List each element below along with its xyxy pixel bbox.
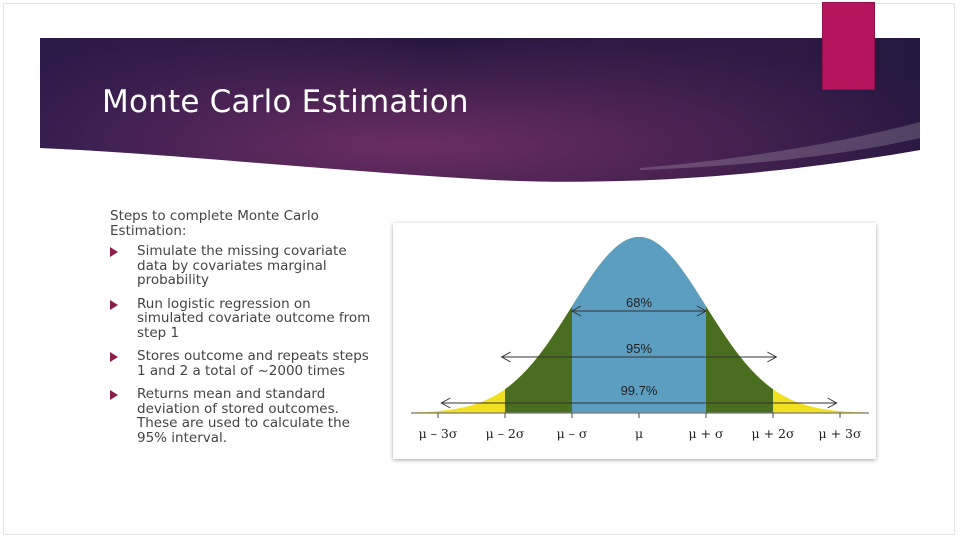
list-item: Stores outcome and repeats steps 1 and 2… bbox=[110, 349, 372, 378]
slide-frame bbox=[3, 3, 955, 535]
tick-label: μ + σ bbox=[688, 426, 724, 441]
arrow-head-left-icon bbox=[500, 351, 511, 363]
steps-text-block: Steps to complete Monte Carlo Estimation… bbox=[110, 209, 372, 454]
arrow-head-left-icon bbox=[440, 397, 451, 409]
tick-label: μ – 2σ bbox=[486, 426, 525, 441]
triangle-right-icon bbox=[110, 390, 118, 400]
band-percent-label: 99.7% bbox=[621, 383, 658, 398]
tick-label: μ + 3σ bbox=[818, 426, 861, 441]
step-text: Stores outcome and repeats steps 1 and 2… bbox=[137, 348, 369, 379]
arrow-head-right-icon bbox=[827, 397, 838, 409]
list-item: Simulate the missing covariate data by c… bbox=[110, 244, 372, 288]
bell-curve-diagram: μ – 3σ μ – 2σ μ – σ μ μ + σ μ + 2σ μ + 3σ 68% 95… bbox=[411, 237, 869, 441]
band-percent-label: 95% bbox=[626, 341, 652, 356]
steps-intro: Steps to complete Monte Carlo Estimation… bbox=[110, 208, 319, 239]
tick-label: μ – 3σ bbox=[419, 426, 458, 441]
title-banner bbox=[40, 38, 920, 182]
triangle-right-icon bbox=[110, 299, 118, 310]
band-1sd-area bbox=[572, 237, 706, 413]
tick-label: μ – σ bbox=[557, 426, 588, 441]
list-item: Returns mean and standard deviation of s… bbox=[110, 387, 372, 445]
tick-label: μ bbox=[635, 426, 643, 441]
arrow-head-left-icon bbox=[570, 305, 582, 317]
steps-list: Simulate the missing covariate data by c… bbox=[110, 244, 372, 445]
arrow-head-right-icon bbox=[696, 305, 708, 317]
list-item: Run logistic regression on simulated cov… bbox=[110, 295, 372, 341]
band-percent-label: 68% bbox=[626, 295, 652, 310]
step-text: Simulate the missing covariate data by c… bbox=[137, 243, 347, 288]
normal-distribution-figure: μ – 3σ μ – 2σ μ – σ μ μ + σ μ + 2σ μ + 3σ 68% 95… bbox=[393, 223, 876, 459]
accent-tab bbox=[822, 2, 875, 90]
slide-title: Monte Carlo Estimation bbox=[102, 84, 469, 120]
arrow-head-right-icon bbox=[767, 351, 778, 363]
triangle-right-icon bbox=[110, 247, 118, 257]
step-text: Run logistic regression on simulated cov… bbox=[137, 295, 371, 341]
step-text: Returns mean and standard deviation of s… bbox=[137, 386, 350, 446]
triangle-right-icon bbox=[110, 352, 118, 362]
tick-label: μ + 2σ bbox=[751, 426, 794, 441]
